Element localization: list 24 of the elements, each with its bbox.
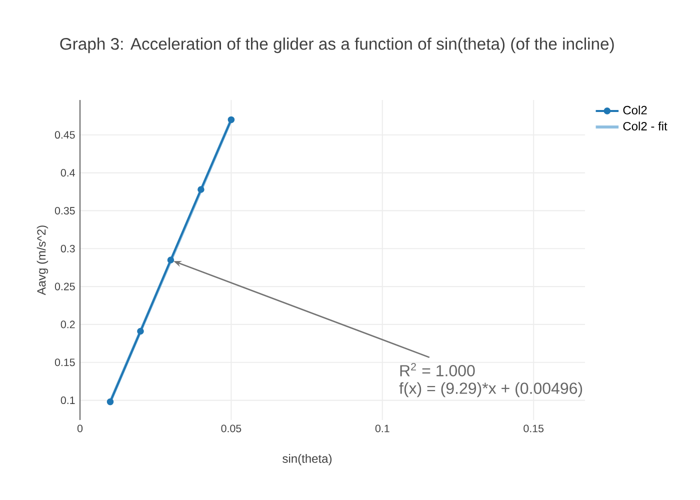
y-tick-label: 0.3 <box>60 244 75 252</box>
y-tick-label: 0.35 <box>54 206 75 214</box>
y-tick-label: 0.25 <box>54 282 75 290</box>
x-tick-label: 0 <box>77 424 83 432</box>
legend-label: Col2 <box>623 106 647 114</box>
y-axis-title: Aavg (m/s^2) <box>36 226 48 296</box>
y-tick-label: 0.15 <box>54 358 75 366</box>
point <box>198 186 204 193</box>
x-tick-label: 0.15 <box>524 424 544 432</box>
y-tick-label: 0.2 <box>60 320 75 328</box>
chart-title: Graph 3: Acceleration of the glider as a function of sin(theta) (of the incline) <box>60 38 614 54</box>
annotation: f(x) = (9.29)*x + (0.00496) <box>399 382 582 398</box>
y-tick-label: 0.4 <box>60 169 75 177</box>
point <box>228 116 235 124</box>
x-tick-label: 0.05 <box>221 424 242 432</box>
x-tick-label: 0.1 <box>375 424 390 432</box>
point <box>167 256 174 264</box>
legend-label: Col2 - fit <box>623 122 668 130</box>
y-tick-label: 0.45 <box>54 131 75 139</box>
point <box>106 398 114 406</box>
point <box>137 328 144 335</box>
x-axis-title: sin(theta) <box>282 454 332 466</box>
y-tick-label: 0.1 <box>60 396 75 404</box>
annotation: R$^{2}$ = 1.000 <box>400 362 475 376</box>
